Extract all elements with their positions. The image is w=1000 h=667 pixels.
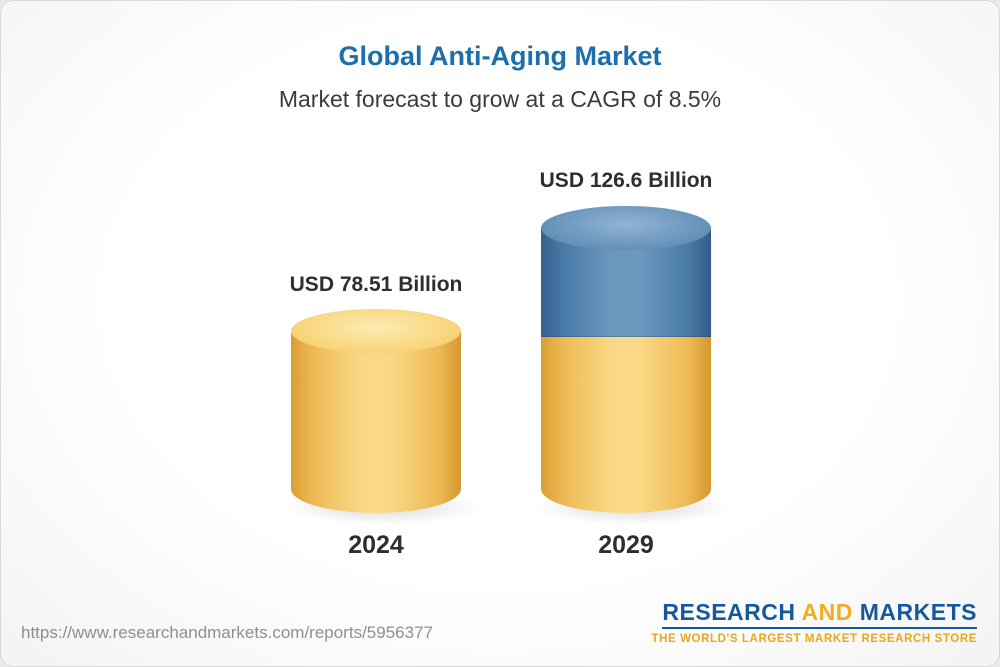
bar-2029-cylinder-base-segment (541, 337, 711, 513)
bar-2024-cylinder-body (291, 331, 461, 513)
logo-tagline: THE WORLD'S LARGEST MARKET RESEARCH STOR… (651, 633, 977, 645)
logo-word-markets: MARKETS (859, 599, 977, 625)
bar-2024-value-label: USD 78.51 Billion (289, 273, 463, 296)
bar-2029-value-label: USD 126.6 Billion (539, 169, 713, 192)
research-and-markets-logo[interactable]: RESEARCH AND MARKETS THE WORLD'S LARGEST… (651, 601, 977, 645)
bar-2024-cylinder-top (291, 309, 461, 353)
logo-word-and: AND (801, 599, 853, 625)
bar-2024-category-label: 2024 (348, 531, 404, 559)
bar-2029-category-label: 2029 (598, 531, 654, 559)
chart-title: Global Anti-Aging Market (338, 41, 662, 71)
logo-word-research: RESEARCH (662, 599, 796, 625)
report-url-link[interactable]: https://www.researchandmarkets.com/repor… (21, 623, 433, 642)
bar-2029-cylinder-top (541, 206, 711, 250)
logo-wordmark: RESEARCH AND MARKETS (662, 601, 977, 629)
chart-subtitle: Market forecast to grow at a CAGR of 8.5… (278, 86, 722, 112)
